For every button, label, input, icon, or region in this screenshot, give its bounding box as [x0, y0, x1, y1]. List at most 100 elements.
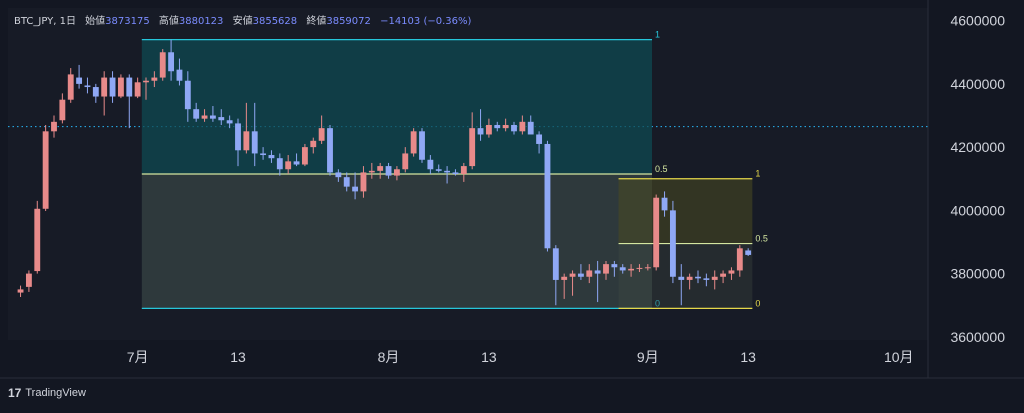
candle-body[interactable] — [410, 131, 417, 154]
fib-small-upper-zone[interactable] — [618, 178, 753, 244]
fib-small-lower-zone[interactable] — [618, 243, 753, 309]
candle-body[interactable] — [393, 169, 400, 176]
candle-body[interactable] — [209, 115, 216, 119]
candle-body[interactable] — [193, 109, 200, 119]
candle-body[interactable] — [243, 131, 250, 151]
fib-large-lower-zone[interactable] — [141, 174, 652, 309]
candle-body[interactable] — [586, 270, 593, 277]
candle-body[interactable] — [661, 197, 668, 211]
candle-body[interactable] — [644, 267, 651, 269]
time-tick-label: 9月 — [637, 349, 659, 365]
time-tick-label: 13 — [740, 349, 756, 365]
candle-body[interactable] — [561, 276, 568, 280]
candle-body[interactable] — [577, 273, 584, 277]
candle-body[interactable] — [419, 131, 425, 160]
candle-body[interactable] — [109, 77, 116, 97]
candle-body[interactable] — [502, 124, 509, 129]
candle-body[interactable] — [126, 77, 133, 97]
candle-body[interactable] — [611, 264, 618, 268]
candle-body[interactable] — [636, 267, 643, 269]
candle-body[interactable] — [51, 121, 57, 132]
candle-body[interactable] — [628, 268, 635, 271]
price-axis-panel — [928, 0, 1024, 408]
candle-body[interactable] — [527, 121, 534, 135]
candle-body[interactable] — [686, 276, 693, 280]
candle-body[interactable] — [360, 172, 367, 192]
candle-body[interactable] — [368, 170, 375, 173]
candle-body[interactable] — [310, 140, 317, 148]
candle-body[interactable] — [377, 166, 384, 171]
candle-body[interactable] — [184, 80, 191, 110]
candle-body[interactable] — [703, 278, 710, 280]
candle-body[interactable] — [477, 128, 484, 135]
candle-body[interactable] — [469, 128, 476, 167]
candle-body[interactable] — [117, 77, 124, 97]
candle-body[interactable] — [76, 77, 83, 84]
candle-body[interactable] — [151, 77, 158, 81]
candle-body[interactable] — [536, 134, 543, 144]
candle-body[interactable] — [460, 166, 467, 174]
candle-body[interactable] — [159, 52, 166, 78]
candle-body[interactable] — [603, 264, 609, 274]
candle-body[interactable] — [318, 128, 325, 141]
candle-body[interactable] — [251, 131, 258, 154]
candle-body[interactable] — [235, 123, 241, 151]
candle-body[interactable] — [711, 276, 718, 280]
candle-body[interactable] — [226, 120, 233, 124]
candle-body[interactable] — [552, 248, 559, 280]
tradingview-brand[interactable]: 17 TradingView — [8, 386, 86, 400]
candle-body[interactable] — [494, 124, 501, 129]
candle-body[interactable] — [653, 197, 660, 268]
candle-body[interactable] — [745, 250, 752, 255]
candle-body[interactable] — [301, 147, 308, 165]
candle-body[interactable] — [485, 124, 492, 135]
candle-body[interactable] — [268, 155, 275, 159]
time-tick-label: 8月 — [378, 349, 400, 365]
candle-body[interactable] — [452, 172, 459, 174]
candle-body[interactable] — [669, 210, 676, 277]
candle-body[interactable] — [201, 115, 208, 119]
candle-body[interactable] — [17, 289, 24, 293]
candle-body[interactable] — [335, 172, 342, 178]
candle-body[interactable] — [569, 273, 576, 277]
candle-body[interactable] — [84, 85, 91, 88]
fib-large-upper-zone[interactable] — [141, 39, 652, 174]
candle-body[interactable] — [67, 74, 74, 100]
candle-body[interactable] — [168, 52, 175, 72]
candle-body[interactable] — [678, 276, 685, 280]
candle-body[interactable] — [619, 267, 626, 271]
candle-body[interactable] — [134, 82, 141, 97]
candle-body[interactable] — [385, 166, 392, 176]
candle-body[interactable] — [343, 177, 350, 187]
candle-body[interactable] — [511, 124, 517, 132]
candle-body[interactable] — [276, 158, 283, 170]
candle-body[interactable] — [402, 153, 409, 170]
candle-body[interactable] — [59, 99, 66, 121]
candle-body[interactable] — [176, 69, 183, 81]
legend-open-label: 始値 — [85, 16, 106, 27]
candle-body[interactable] — [218, 117, 225, 121]
candle-body[interactable] — [34, 208, 41, 272]
candle-body[interactable] — [285, 161, 292, 170]
candle-body[interactable] — [327, 128, 333, 173]
candle-body[interactable] — [435, 169, 442, 171]
candle-body[interactable] — [25, 273, 32, 287]
candle-body[interactable] — [42, 131, 49, 209]
candle-body[interactable] — [544, 143, 551, 249]
candle-body[interactable] — [92, 87, 99, 97]
candle-body[interactable] — [444, 170, 451, 173]
candle-body[interactable] — [519, 121, 526, 132]
candle-body[interactable] — [594, 270, 601, 274]
candle-body[interactable] — [101, 77, 108, 97]
candle-body[interactable] — [352, 186, 359, 192]
candle-body[interactable] — [728, 270, 735, 274]
candle-body[interactable] — [720, 273, 727, 277]
candle-body[interactable] — [695, 276, 701, 279]
candle-body[interactable] — [260, 153, 267, 156]
candle-body[interactable] — [427, 159, 434, 170]
candle-body[interactable] — [293, 161, 300, 165]
candle-body[interactable] — [143, 80, 149, 83]
candle-body[interactable] — [736, 248, 743, 271]
